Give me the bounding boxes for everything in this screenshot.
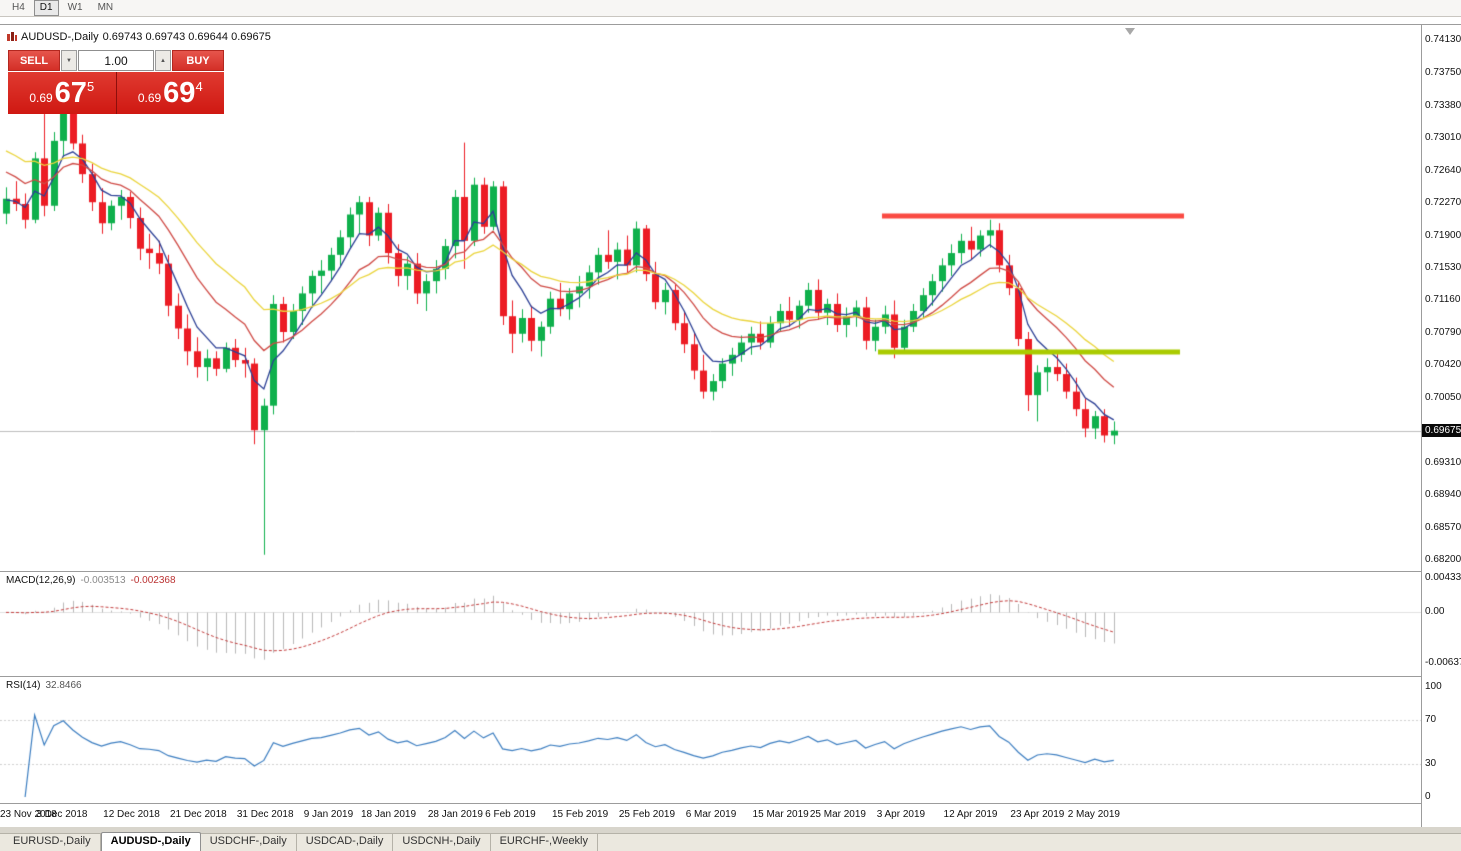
macd-axis-label: 0.004331 <box>1425 572 1461 583</box>
buy-price-big: 69 <box>163 77 196 109</box>
date-axis-label: 21 Dec 2018 <box>170 809 227 820</box>
price-axis-label: 0.70790 <box>1425 326 1461 338</box>
date-axis-label: 2 May 2019 <box>1067 809 1120 820</box>
price-axis-label: 0.74130 <box>1425 34 1461 45</box>
tab-eurusd-daily[interactable]: EURUSD-,Daily <box>4 833 101 851</box>
tab-usdcnh-daily[interactable]: USDCNH-,Daily <box>393 833 491 851</box>
rsi-axis-label: 70 <box>1425 714 1437 725</box>
date-axis-label: 23 Apr 2019 <box>1010 809 1065 820</box>
buy-button[interactable]: BUY <box>172 50 224 71</box>
tab-usdchf-daily[interactable]: USDCHF-,Daily <box>201 833 297 851</box>
timeframe-button-mn[interactable]: MN <box>97 2 114 13</box>
chevron-up-icon: ▲ <box>160 57 166 64</box>
volume-decrease-button[interactable]: ▼ <box>61 50 77 71</box>
sell-price-display[interactable]: 0.69 67 5 <box>8 72 117 114</box>
timeframe-button-w1[interactable]: W1 <box>67 2 83 13</box>
rsi-axis-label: 100 <box>1425 681 1442 692</box>
sell-price-prefix: 0.69 <box>29 91 53 105</box>
date-axis-label: 3 Dec 2018 <box>36 809 88 820</box>
date-axis-label: 6 Feb 2019 <box>485 809 536 820</box>
chart-icon <box>7 32 17 41</box>
timeframe-button-h4[interactable]: H4 <box>12 2 25 13</box>
date-axis-label: 25 Mar 2019 <box>809 809 866 820</box>
chart-title: AUDUSD-,Daily 0.69743 0.69743 0.69644 0.… <box>7 31 271 43</box>
date-axis-label: 25 Feb 2019 <box>618 809 676 820</box>
buy-price-pipette: 4 <box>195 78 203 94</box>
trade-panel-prices: 0.69 67 5 0.69 69 4 <box>8 72 224 114</box>
chevron-down-icon: ▼ <box>66 57 72 64</box>
window-bottom-strip <box>0 827 1461 833</box>
rsi-axis-label: 30 <box>1425 758 1437 769</box>
chart-top-border <box>0 24 1461 25</box>
tab-usdcad-daily[interactable]: USDCAD-,Daily <box>297 833 394 851</box>
buy-price-prefix: 0.69 <box>137 91 162 105</box>
sell-price-big: 67 <box>54 77 87 109</box>
macd-axis-label: -0.006373 <box>1425 657 1461 668</box>
price-axis-label: 0.71160 <box>1425 294 1461 306</box>
rsi-panel-separator[interactable] <box>0 676 1461 677</box>
date-axis-label: 6 Mar 2019 <box>685 809 737 820</box>
price-axis[interactable]: 0.74130 0.73750 0.73380 0.73010 0.72640 0.722… <box>1421 25 1461 827</box>
macd-indicator-label: MACD(12,26,9) -0.003513 -0.002368 <box>6 575 176 586</box>
price-axis-label: 0.69310 <box>1425 456 1461 468</box>
date-axis-label: 3 Apr 2019 <box>876 809 926 820</box>
timeframe-toolbar: H4 D1 W1 MN <box>0 0 1461 17</box>
date-axis-label: 12 Dec 2018 <box>103 809 160 820</box>
rsi-name: RSI(14) <box>6 680 41 691</box>
price-axis-label: 0.68570 <box>1425 521 1461 533</box>
price-axis-label: 0.73010 <box>1425 132 1461 144</box>
macd-panel-canvas[interactable] <box>0 572 1421 676</box>
price-axis-label: 0.71900 <box>1425 229 1461 241</box>
sell-button[interactable]: SELL <box>8 50 60 71</box>
buy-price-display[interactable]: 0.69 69 4 <box>116 72 224 114</box>
macd-value-signal: -0.002368 <box>130 575 176 586</box>
current-price-badge: 0.69675 <box>1422 423 1461 437</box>
macd-panel-separator[interactable] <box>0 571 1461 572</box>
date-axis-label: 28 Jan 2019 <box>427 809 483 820</box>
price-axis-label: 0.72640 <box>1425 164 1461 176</box>
date-axis-label: 23 Nov 2018 <box>0 809 57 820</box>
date-axis-label: 12 Apr 2019 <box>943 809 998 820</box>
date-axis-separator <box>0 803 1461 804</box>
trade-panel-controls: SELL ▼ ▲ BUY <box>8 50 224 71</box>
rsi-panel-canvas[interactable] <box>0 677 1421 803</box>
chart-ohlc-values: 0.69743 0.69743 0.69644 0.69675 <box>102 31 271 43</box>
rsi-indicator-label: RSI(14) 32.8466 <box>6 680 82 691</box>
volume-increase-button[interactable]: ▲ <box>155 50 171 71</box>
tab-audusd-daily[interactable]: AUDUSD-,Daily <box>100 832 201 851</box>
one-click-trading-panel: SELL ▼ ▲ BUY 0.69 67 5 0.69 69 4 <box>8 50 224 114</box>
volume-input[interactable] <box>78 50 154 71</box>
date-axis-label: 15 Feb 2019 <box>552 809 609 820</box>
date-axis-label: 31 Dec 2018 <box>236 809 294 820</box>
date-axis-label: 15 Mar 2019 <box>752 809 809 820</box>
price-axis-label: 0.70420 <box>1425 359 1461 371</box>
tab-eurchf-weekly[interactable]: EURCHF-,Weekly <box>491 833 598 851</box>
price-axis-label: 0.71530 <box>1425 261 1461 273</box>
rsi-value: 32.8466 <box>45 680 82 691</box>
price-axis-label: 0.68200 <box>1425 554 1461 565</box>
macd-value-main: -0.003513 <box>80 575 126 586</box>
price-axis-label: 0.68940 <box>1425 489 1461 501</box>
price-axis-label: 0.70050 <box>1425 391 1461 403</box>
date-axis[interactable]: 23 Nov 2018 3 Dec 2018 12 Dec 2018 21 Dec 2… <box>0 804 1421 827</box>
price-axis-label: 0.72270 <box>1425 197 1461 209</box>
chart-tab-bar: EURUSD-,Daily AUDUSD-,Daily USDCHF-,Daily U… <box>0 832 1461 851</box>
chart-symbol-period: AUDUSD-,Daily <box>21 31 99 43</box>
date-axis-label: 9 Jan 2019 <box>303 809 354 820</box>
macd-axis-label: 0.00 <box>1425 606 1445 618</box>
chart-shift-marker-icon <box>1125 28 1135 35</box>
macd-name: MACD(12,26,9) <box>6 575 76 586</box>
sell-price-pipette: 5 <box>86 78 95 94</box>
price-axis-label: 0.73380 <box>1425 99 1461 111</box>
timeframe-button-d1[interactable]: D1 <box>33 0 59 16</box>
price-chart-canvas[interactable] <box>0 25 1421 571</box>
date-axis-label: 18 Jan 2019 <box>361 809 417 820</box>
price-axis-label: 0.73750 <box>1425 67 1461 79</box>
rsi-axis-label: 0 <box>1425 791 1431 802</box>
